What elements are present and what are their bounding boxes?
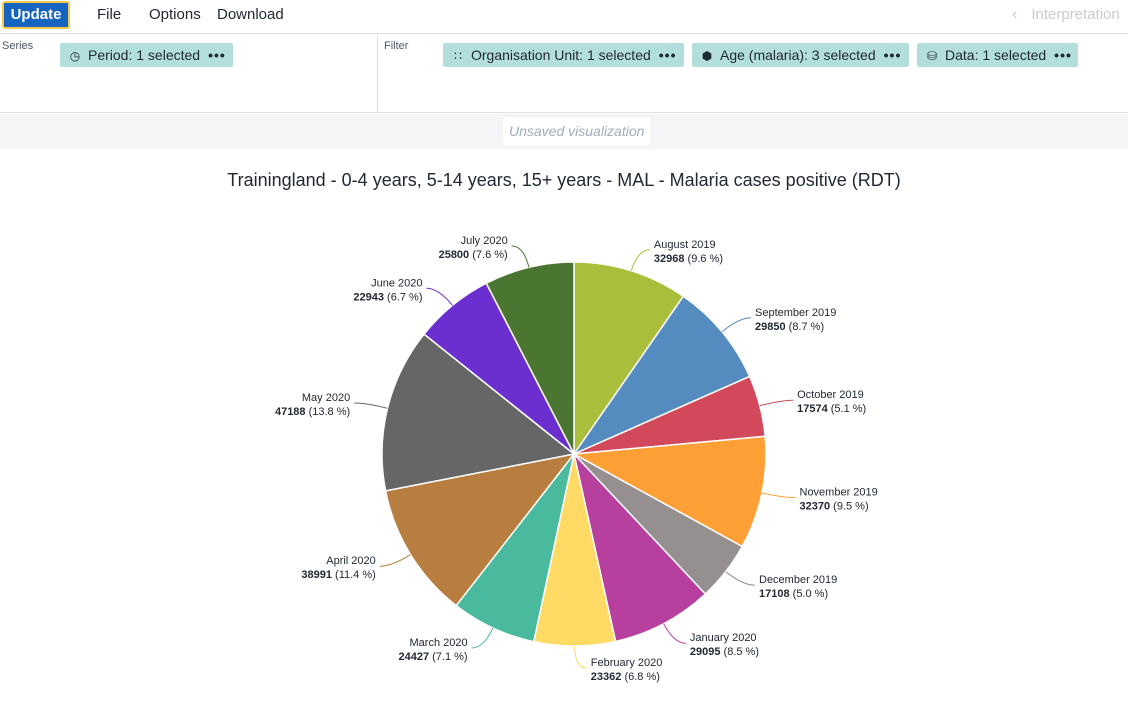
- pie-slice[interactable]: [381, 333, 576, 492]
- interpretations-toggle[interactable]: ‹ Interpretation: [1012, 0, 1120, 30]
- slice-label-value: 25800 (7.6 %): [439, 249, 508, 261]
- age-chip-label: Age (malaria): 3 selected: [720, 47, 876, 63]
- slice-label-name: February 2020: [591, 657, 663, 669]
- layout-panel: Series ◷ Period: 1 selected ••• Filter ∷ Or…: [0, 35, 1128, 113]
- slice-label-name: March 2020: [410, 637, 468, 649]
- slice-label-name: August 2019: [654, 239, 716, 251]
- orgunit-chip[interactable]: ∷ Organisation Unit: 1 selected •••: [443, 43, 684, 67]
- label-connector: [471, 627, 494, 649]
- slice-label-value: 29850 (8.7 %): [755, 321, 824, 333]
- slice-label-value: 38991 (11.4 %): [301, 569, 375, 581]
- menu-bar: Update File Options Download ‹ Interpreta…: [0, 0, 1128, 34]
- label-connector: [426, 287, 453, 306]
- slice-label-value: 17108 (5.0 %): [759, 588, 828, 600]
- orgunit-tree-icon: ∷: [454, 49, 462, 63]
- options-menu[interactable]: Options: [149, 6, 201, 23]
- data-chip-label: Data: 1 selected: [945, 47, 1047, 63]
- more-icon[interactable]: •••: [208, 47, 226, 63]
- label-connector: [663, 623, 686, 644]
- pie-slice[interactable]: [571, 295, 751, 456]
- label-connector: [574, 645, 587, 669]
- slice-label-name: May 2020: [302, 392, 350, 404]
- slice-label-value: 47188 (13.8 %): [275, 406, 350, 418]
- update-button[interactable]: Update: [2, 1, 70, 29]
- slice-label-name: November 2019: [800, 487, 878, 499]
- age-chip[interactable]: ⬢ Age (malaria): 3 selected •••: [692, 43, 909, 67]
- data-chip[interactable]: ⛁ Data: 1 selected •••: [917, 43, 1078, 67]
- slice-label-value: 23362 (6.8 %): [591, 671, 660, 683]
- file-menu[interactable]: File: [97, 6, 122, 23]
- pie-slice[interactable]: [571, 435, 767, 548]
- slice-label-name: October 2019: [797, 389, 864, 401]
- pie-slice[interactable]: [384, 452, 576, 607]
- slice-label-name: April 2020: [326, 555, 376, 567]
- series-axis-label: Series: [2, 40, 34, 52]
- chevron-left-icon: ‹: [1012, 6, 1018, 23]
- label-connector: [761, 492, 796, 499]
- label-connector: [630, 249, 650, 271]
- label-connector: [354, 402, 388, 409]
- more-icon[interactable]: •••: [1054, 47, 1072, 63]
- period-chip-label: Period: 1 selected: [88, 47, 201, 63]
- clock-icon: ◷: [69, 49, 81, 63]
- label-connector: [511, 245, 530, 268]
- slice-label-name: December 2019: [759, 574, 837, 586]
- status-bar: Unsaved visualization: [0, 114, 1128, 149]
- interpretations-label: Interpretation: [1031, 6, 1120, 23]
- more-icon[interactable]: •••: [883, 47, 902, 63]
- label-connector: [379, 554, 411, 567]
- period-chip[interactable]: ◷ Period: 1 selected •••: [60, 43, 233, 67]
- pie-slice[interactable]: [573, 261, 685, 457]
- download-menu[interactable]: Download: [217, 6, 284, 23]
- slice-label-value: 17574 (5.1 %): [797, 403, 866, 415]
- slice-label-name: January 2020: [690, 632, 757, 644]
- slice-label-value: 32370 (9.5 %): [800, 501, 869, 513]
- database-icon: ⛁: [926, 49, 938, 63]
- axis-divider: [377, 35, 378, 113]
- slice-label-value: 24427 (7.1 %): [398, 651, 467, 663]
- label-connector: [721, 317, 752, 333]
- slice-label-name: July 2020: [461, 235, 508, 247]
- label-connector: [725, 571, 756, 586]
- slice-label-name: September 2019: [755, 307, 836, 319]
- slice-label-value: 32968 (9.6 %): [654, 253, 723, 265]
- filter-axis-label: Filter: [384, 40, 409, 52]
- slice-label-value: 29095 (8.5 %): [690, 646, 759, 658]
- slice-label-value: 22943 (6.7 %): [353, 291, 422, 303]
- pie-slice[interactable]: [572, 451, 707, 643]
- unsaved-visualization-label: Unsaved visualization: [503, 117, 651, 145]
- pie-chart: August 2019 32968 (9.6 %) September 2019 29…: [275, 235, 878, 683]
- slice-label-name: June 2020: [371, 277, 422, 289]
- chart-title: Trainingland - 0-4 years, 5-14 years, 15…: [227, 170, 901, 190]
- orgunit-chip-label: Organisation Unit: 1 selected: [471, 47, 651, 63]
- label-connector: [759, 399, 794, 407]
- more-icon[interactable]: •••: [658, 47, 677, 63]
- dimension-icon: ⬢: [701, 49, 713, 63]
